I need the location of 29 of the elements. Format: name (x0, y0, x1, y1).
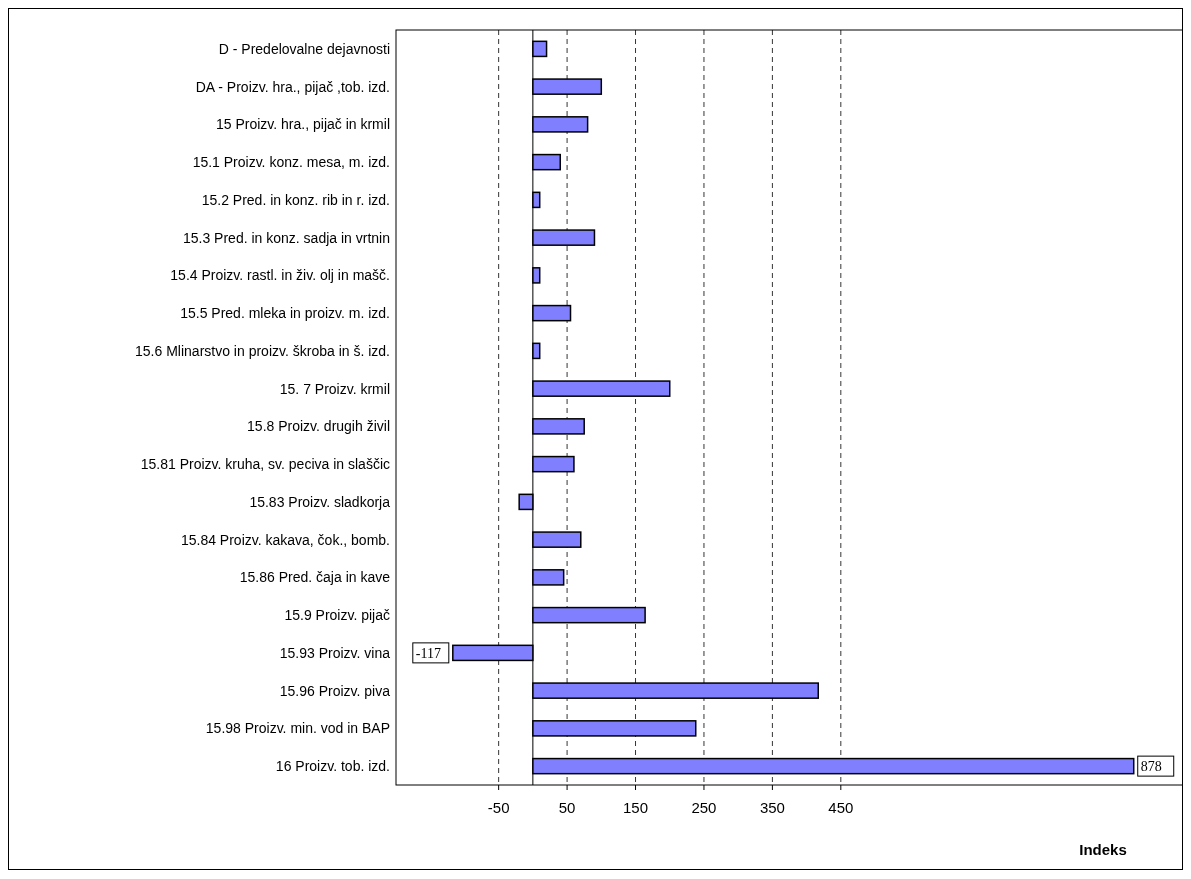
y-tick-label: 15.83 Proizv. sladkorja (249, 493, 391, 510)
y-tick-label: 15.81 Proizv. kruha, sv. peciva in slaščic (140, 456, 390, 473)
y-tick-label: 15. 7 Proizv. krmil (279, 380, 390, 397)
y-tick-label: 16 Proizv. tob. izd. (275, 758, 390, 775)
y-tick-label: 15.84 Proizv. kakava, čok., bomb. (180, 531, 390, 548)
x-tick-label: 150 (623, 799, 649, 816)
y-tick-label: 15.4 Proizv. rastl. in živ. olj in mašč. (170, 267, 390, 284)
y-tick-label: 15.96 Proizv. piva (279, 682, 391, 699)
y-tick-label: 15.6 Mlinarstvo in proizv. škroba in š. izd. (135, 342, 390, 359)
x-tick-label: 50 (558, 799, 576, 816)
y-tick-label: 15.86 Pred. čaja in kave (239, 569, 391, 586)
x-tick-label: -50 (487, 799, 510, 816)
x-tick-label: 450 (828, 799, 854, 816)
y-tick-label: 15.3 Pred. in konz. sadja in vrtnin (182, 229, 390, 246)
data-label: -117 (415, 645, 441, 661)
x-tick-label: 350 (759, 799, 785, 816)
y-tick-label: D - Predelovalne dejavnosti (218, 40, 390, 57)
y-tick-label: 15 Proizv. hra., pijač in krmil (215, 116, 390, 133)
x-axis-title: Indeks (1079, 841, 1127, 858)
y-tick-label: 15.98 Proizv. min. vod in BAP (205, 720, 390, 737)
y-tick-label: 15.9 Proizv. pijač (284, 607, 390, 624)
x-tick-label: 250 (691, 799, 717, 816)
y-tick-label: DA - Proizv. hra., pijač ,tob. izd. (195, 78, 390, 95)
y-tick-label: 15.1 Proizv. konz. mesa, m. izd. (192, 154, 390, 171)
y-tick-label: 15.2 Pred. in konz. rib in r. izd. (201, 191, 390, 208)
y-tick-label: 15.8 Proizv. drugih živil (247, 418, 390, 435)
data-label: 878 (1140, 759, 1162, 775)
y-tick-label: 15.5 Pred. mleka in proizv. m. izd. (180, 305, 390, 322)
y-tick-label: 15.93 Proizv. vina (279, 644, 391, 661)
